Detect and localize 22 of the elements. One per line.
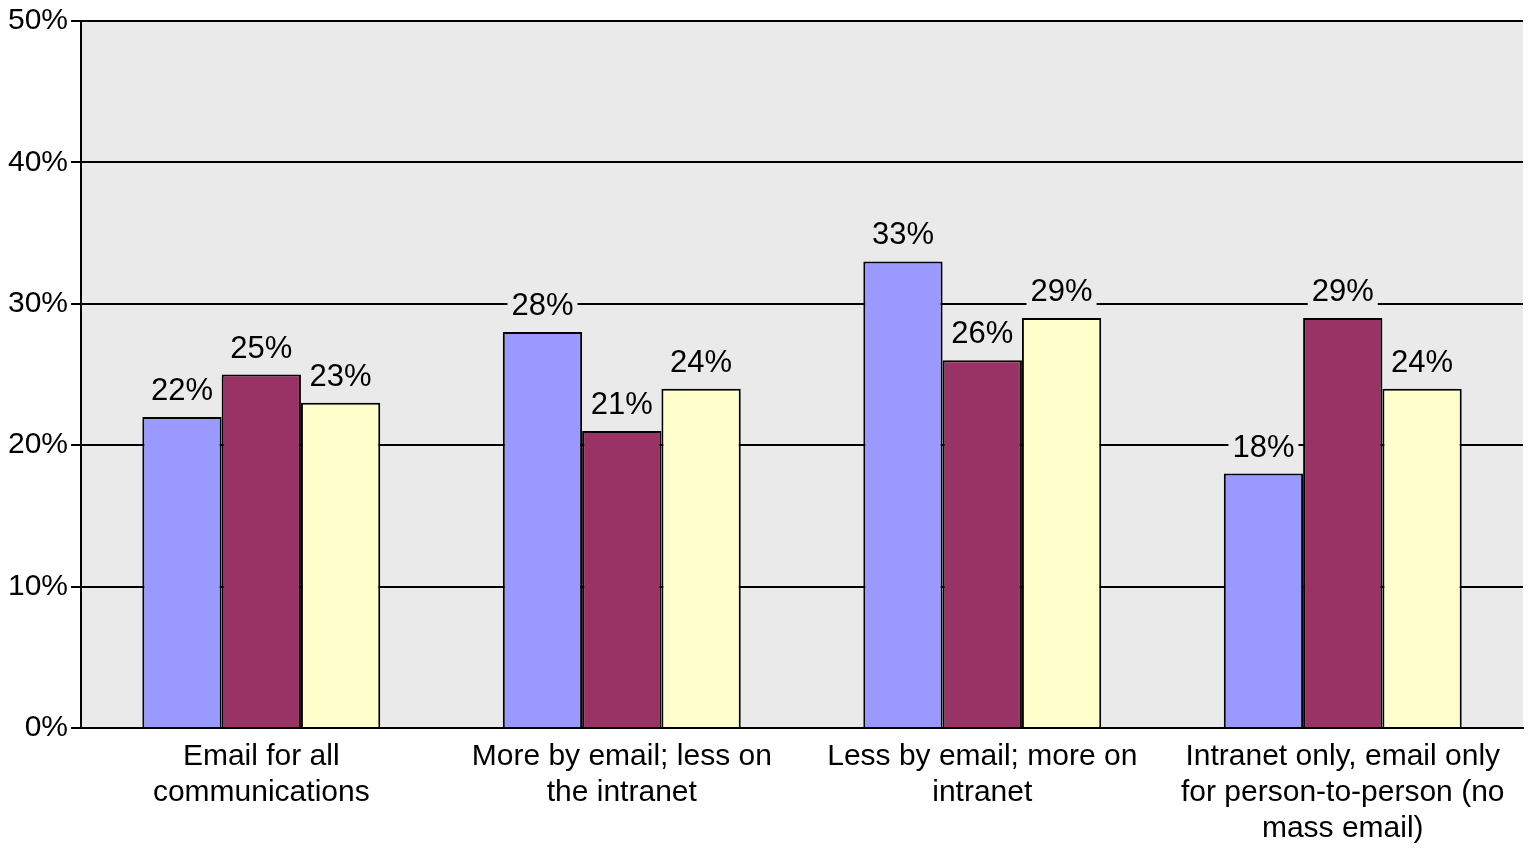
data-label: 18% [1232,428,1295,464]
data-label: 25% [230,329,293,365]
x-tick-label: Intranet only, email only for person-to-person (no mass email) [1181,738,1505,844]
y-tick-label: 40% [8,143,69,177]
data-label: 33% [871,216,934,252]
y-tick-label: 50% [8,2,69,36]
data-label: 24% [1391,343,1454,379]
x-tick-label: More by email; less on the intranet [471,738,772,808]
data-label: 24% [670,343,733,379]
y-tick-label: 0% [24,709,69,743]
y-tick-label: 20% [8,426,69,460]
data-label: 23% [309,357,372,393]
data-label: 26% [951,315,1014,351]
x-tick-label: Less by email; more on intranet [827,738,1138,808]
data-label: 22% [150,371,213,407]
y-tick-label: 10% [8,567,69,601]
x-tick-label: Email for all communications [152,738,370,808]
data-label: 29% [1311,272,1374,308]
data-label: 21% [590,386,653,422]
data-label: 29% [1030,272,1093,308]
data-label: 28% [511,287,574,323]
y-tick-label: 30% [8,285,69,319]
